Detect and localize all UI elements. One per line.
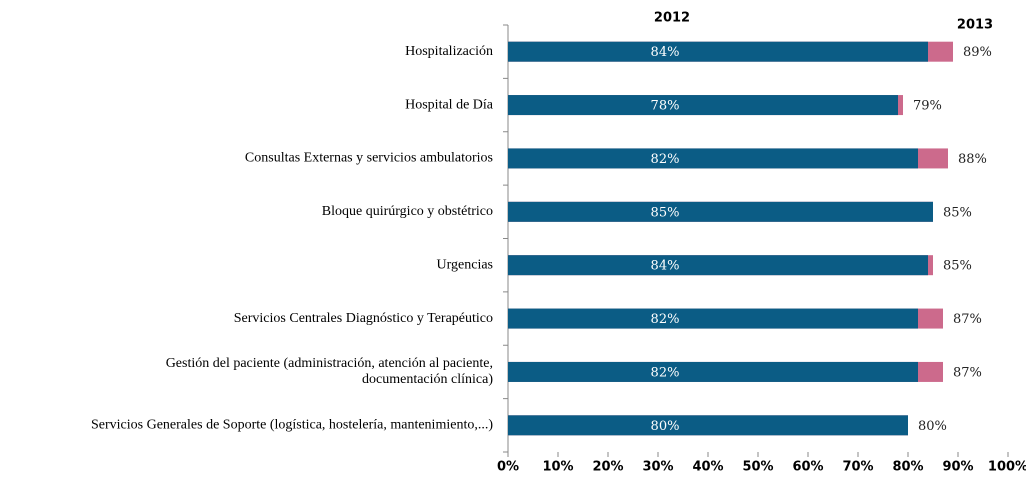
bar-2012 [508, 201, 933, 222]
x-tick-label: 70% [842, 460, 873, 475]
x-tick-label: 80% [892, 460, 923, 475]
bar-2012 [508, 361, 918, 382]
value-label-2013: 80% [918, 419, 947, 434]
x-tick-label: 40% [692, 460, 723, 475]
value-label-2012: 78% [651, 99, 680, 114]
value-label-2013: 85% [943, 259, 972, 274]
x-tick-label: 0% [497, 460, 519, 475]
value-label-2013: 88% [958, 152, 987, 167]
x-tick-label: 50% [742, 460, 773, 475]
category-label: Urgencias [437, 257, 494, 272]
bar-2012 [508, 308, 918, 329]
value-label-2013: 79% [913, 99, 942, 114]
value-label-2013: 85% [943, 205, 972, 220]
value-label-2012: 84% [651, 259, 680, 274]
x-tick-label: 60% [792, 460, 823, 475]
x-tick-label: 30% [642, 460, 673, 475]
value-label-2012: 82% [651, 312, 680, 327]
category-label: Servicios Generales de Soporte (logístic… [91, 418, 493, 433]
bar-2012 [508, 255, 928, 276]
x-tick-label: 10% [542, 460, 573, 475]
category-label: Hospital de Día [405, 97, 494, 112]
value-label-2013: 87% [953, 365, 982, 380]
category-label: Consultas Externas y servicios ambulator… [245, 151, 493, 166]
value-label-2012: 82% [651, 152, 680, 167]
category-label: Bloque quirúrgico y obstétrico [322, 204, 493, 219]
x-tick-label: 90% [942, 460, 973, 475]
category-label: Servicios Centrales Diagnóstico y Terapé… [234, 311, 493, 326]
legend-label: 2013 [957, 18, 993, 33]
category-label: Hospitalización [405, 44, 493, 59]
value-label-2013: 87% [953, 312, 982, 327]
legend-label: 2012 [654, 11, 690, 26]
value-label-2012: 85% [651, 205, 680, 220]
value-label-2012: 80% [651, 419, 680, 434]
x-tick-label: 100% [988, 460, 1026, 475]
bar-2012 [508, 95, 898, 116]
category-label: Gestión del paciente (administración, at… [166, 356, 494, 387]
bar-2012 [508, 415, 908, 436]
value-label-2012: 82% [651, 365, 680, 380]
value-label-2013: 89% [963, 45, 992, 60]
x-tick-label: 20% [592, 460, 623, 475]
bar-2012 [508, 41, 928, 62]
value-label-2012: 84% [651, 45, 680, 60]
bar-2012 [508, 148, 918, 169]
